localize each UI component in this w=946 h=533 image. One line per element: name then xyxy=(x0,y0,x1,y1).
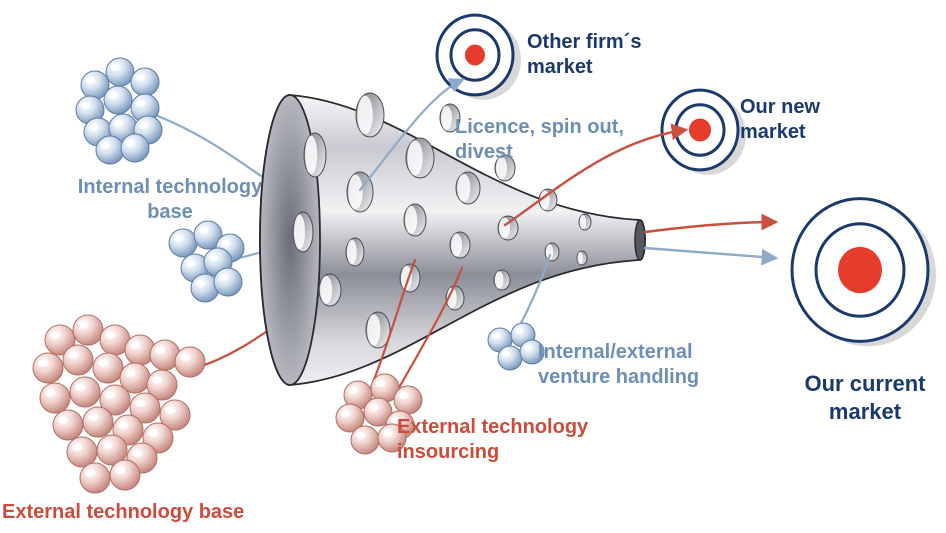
cluster-internal-tech-top xyxy=(76,58,162,164)
label-internal-tech-base: Internal technology base xyxy=(70,175,270,225)
label-external-insourcing: External technology insourcing xyxy=(397,415,647,465)
flow-f9 xyxy=(645,222,775,232)
label-internal-external-venture: Internal/external venture handling xyxy=(538,340,758,390)
label-other-firms-market: Other firm´s market xyxy=(527,30,707,80)
cluster-external-tech-base xyxy=(33,315,205,493)
label-licence-spin: Licence, spin out, divest xyxy=(455,115,635,165)
target-our-current xyxy=(792,199,936,347)
cluster-venture-handling xyxy=(488,323,544,370)
label-external-tech-base: External technology base xyxy=(2,500,322,525)
flow-f10 xyxy=(645,248,775,258)
label-our-current-market: Our current market xyxy=(780,370,946,425)
label-our-new-market: Our new market xyxy=(740,95,890,145)
cluster-internal-tech-mid xyxy=(169,221,244,302)
